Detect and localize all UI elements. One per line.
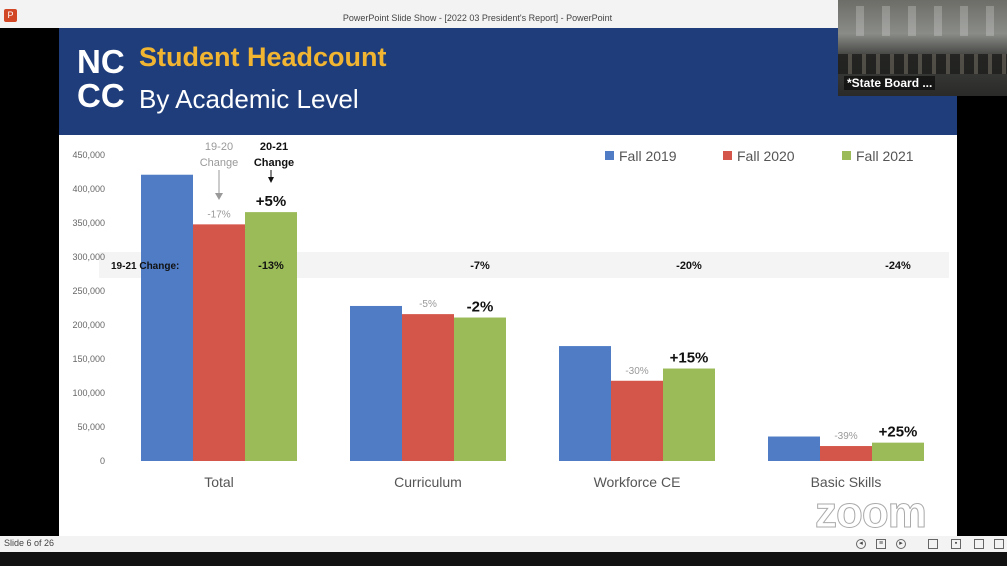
- y-tick-label: 50,000: [77, 422, 105, 432]
- change-19-20-label: -30%: [625, 366, 648, 377]
- y-tick-label: 150,000: [72, 354, 105, 364]
- x-tick-label: Total: [204, 474, 234, 490]
- annotation-20-21-arrowhead: [268, 177, 274, 183]
- x-tick-label: Basic Skills: [811, 474, 882, 490]
- change-19-20-label: -5%: [419, 299, 437, 310]
- zoom-participant-video[interactable]: *State Board ...: [838, 0, 1007, 96]
- powerpoint-icon: P: [4, 9, 17, 22]
- y-tick-label: 250,000: [72, 286, 105, 296]
- slide-title: Student Headcount: [139, 42, 387, 72]
- bar-2-3: [872, 442, 924, 461]
- legend-label: Fall 2019: [619, 148, 677, 164]
- legend-swatch-1: [723, 151, 732, 160]
- y-tick-label: 400,000: [72, 184, 105, 194]
- screen-bottom-edge: [0, 552, 1007, 566]
- status-bar: Slide 6 of 26 ◂ ≡ ▸ ▪: [0, 536, 1007, 552]
- participant-name: *State Board ...: [844, 76, 936, 90]
- change-19-21-value: -24%: [885, 260, 911, 272]
- annotation-20-21-line1: 20-21: [260, 141, 288, 153]
- bar-0-3: [768, 436, 820, 461]
- change-19-21-value: -13%: [258, 260, 284, 272]
- nccc-logo: NC CC: [77, 45, 125, 113]
- bar-2-2: [663, 368, 715, 461]
- y-tick-label: 0: [100, 456, 105, 466]
- slide-sorter-icon[interactable]: ▪: [951, 539, 961, 549]
- x-tick-label: Workforce CE: [594, 474, 681, 490]
- legend-swatch-2: [842, 151, 851, 160]
- annotation-19-20-arrowhead: [215, 193, 223, 200]
- legend-label: Fall 2021: [856, 148, 914, 164]
- change-19-21-title: 19-21 Change:: [111, 261, 179, 272]
- menu-icon[interactable]: ≡: [876, 539, 886, 549]
- reading-view-icon[interactable]: [974, 539, 984, 549]
- annotation-20-21-line2: Change: [254, 157, 294, 169]
- next-icon[interactable]: ▸: [896, 539, 906, 549]
- change-20-21-label: +15%: [670, 350, 709, 367]
- bar-0-0: [141, 174, 193, 461]
- legend-label: Fall 2020: [737, 148, 795, 164]
- legend-swatch-0: [605, 151, 614, 160]
- ceiling-lights: [838, 6, 1007, 36]
- change-20-21-label: -2%: [467, 299, 494, 316]
- previous-icon[interactable]: ◂: [856, 539, 866, 549]
- headcount-chart: 0 50,000 100,000 150,000 200,000 250,000 300,0…: [72, 141, 949, 490]
- bar-0-1: [350, 305, 402, 461]
- y-tick-label: 300,000: [72, 252, 105, 262]
- change-19-20-label: -39%: [834, 431, 857, 442]
- change-19-21-value: -20%: [676, 260, 702, 272]
- zoom-watermark: zoom: [815, 488, 928, 538]
- x-tick-label: Curriculum: [394, 474, 462, 490]
- change-20-21-label: +25%: [879, 424, 918, 441]
- normal-view-icon[interactable]: [928, 539, 938, 549]
- slide-header: NC CC Student Headcount By Academic Leve…: [59, 28, 957, 135]
- y-tick-label: 450,000: [72, 150, 105, 160]
- logo-line-2: CC: [77, 77, 125, 114]
- change-19-21-value: -7%: [470, 260, 490, 272]
- bar-2-1: [454, 317, 506, 461]
- annotation-19-20-line2: Change: [200, 157, 239, 169]
- window-title: PowerPoint Slide Show - [2022 03 Preside…: [342, 13, 613, 23]
- bar-1-3: [820, 446, 872, 461]
- bar-2-0: [245, 212, 297, 461]
- y-tick-label: 350,000: [72, 218, 105, 228]
- change-20-21-label: +5%: [256, 193, 286, 210]
- slide-number: Slide 6 of 26: [4, 538, 55, 548]
- annotation-19-20-line1: 19-20: [205, 141, 233, 153]
- slideshow-icon[interactable]: [994, 539, 1004, 549]
- slide-subtitle: By Academic Level: [139, 84, 359, 114]
- logo-line-1: NC: [77, 43, 125, 80]
- bar-1-0: [193, 224, 245, 461]
- meeting-room: [838, 54, 1007, 74]
- bar-0-2: [559, 346, 611, 461]
- bar-1-1: [402, 314, 454, 461]
- slide: NC CC Student Headcount By Academic Leve…: [59, 28, 957, 536]
- y-tick-label: 100,000: [72, 388, 105, 398]
- bar-1-2: [611, 380, 663, 461]
- change-19-20-label: -17%: [207, 209, 230, 220]
- y-tick-label: 200,000: [72, 320, 105, 330]
